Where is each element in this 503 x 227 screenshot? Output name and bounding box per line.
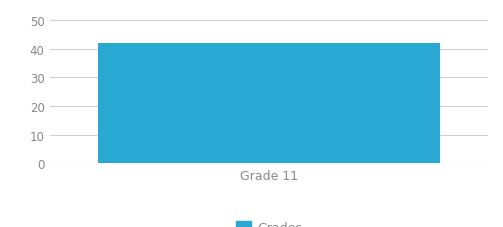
Legend: Grades: Grades	[231, 216, 307, 227]
Bar	[98, 44, 440, 163]
